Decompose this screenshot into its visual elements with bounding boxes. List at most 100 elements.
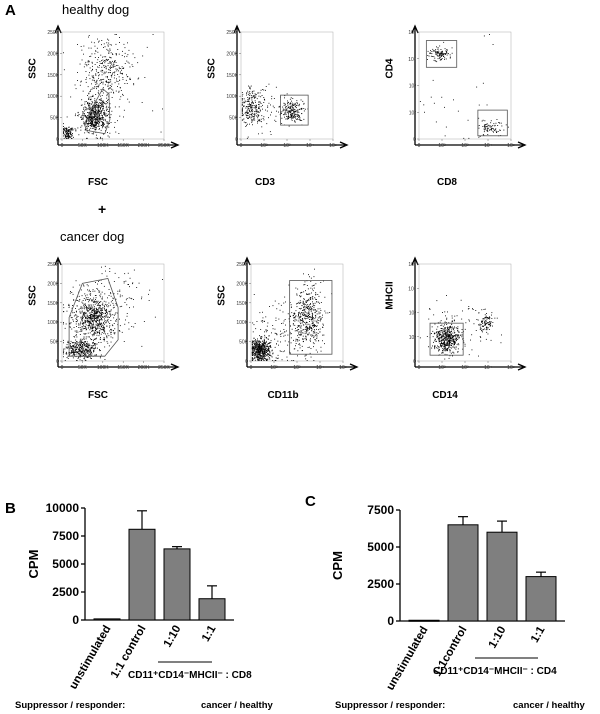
x-tick-label: 10⁴ — [484, 365, 492, 371]
gate — [280, 94, 309, 126]
plot-frame — [61, 263, 165, 362]
category-label: unstimulated — [384, 625, 430, 693]
y-tick-label: 250K — [226, 30, 238, 36]
x-tick-label: 0 — [61, 143, 64, 149]
y-tick-label: 0 — [245, 359, 248, 365]
y-tick-label: 10⁴ — [408, 57, 416, 63]
y-tick-label: 150K — [47, 73, 59, 79]
plot-frame — [240, 31, 334, 140]
y-tick-label: 2500 — [52, 585, 79, 599]
y-tick-label: 50K — [239, 340, 249, 346]
y-tick-label: 50K — [229, 116, 239, 122]
y-tick-label: 0 — [56, 359, 59, 365]
category-label: unstimulated — [67, 624, 113, 692]
flow-plot-c3: 0 10² 10³ 10⁴ 10⁵ 0 10² 10³ 10⁴ 10⁵ — [408, 256, 527, 371]
category-label: 1:1 — [200, 623, 219, 644]
x-tick-label: 10⁴ — [306, 143, 314, 149]
y-axis-label: SSC — [206, 57, 218, 79]
x-tick-label: 10³ — [293, 365, 301, 371]
group-label: CD11⁺CD14⁻MHCII⁻ : CD4 — [433, 666, 557, 677]
x-axis-label: FSC — [88, 390, 108, 401]
y-tick-label: 5000 — [52, 557, 79, 571]
category-label: 1:10 — [162, 624, 184, 650]
x-tick-label: 10² — [438, 365, 446, 371]
category-label: 1:10 — [487, 625, 509, 651]
x-tick-label: 150K — [117, 143, 129, 149]
x-tick-label: 10² — [438, 143, 446, 149]
y-axis-label: CPM — [330, 551, 345, 580]
gate — [429, 322, 464, 356]
x-tick-label: 200K — [138, 143, 150, 149]
y-tick-label: 150K — [47, 301, 59, 307]
x-axis-label: CD11b — [267, 390, 299, 401]
x-tick-label: 150K — [117, 365, 129, 371]
cancer-dog-label: cancer dog — [60, 229, 125, 244]
y-axis-arrow — [243, 256, 251, 266]
x-tick-label: 10⁴ — [484, 143, 492, 149]
bar — [486, 531, 518, 622]
plus-sign: + — [98, 201, 107, 217]
y-axis-arrow — [411, 24, 419, 34]
x-tick-label: 10² — [270, 365, 278, 371]
x-tick-label: 0 — [61, 365, 64, 371]
y-tick-label: 100K — [47, 320, 59, 326]
events-scatter — [419, 295, 502, 360]
y-tick-label: 10⁴ — [408, 286, 416, 292]
bar — [408, 619, 440, 622]
y-axis-label: CD4 — [384, 58, 396, 79]
y-tick-label: 0 — [235, 137, 238, 143]
y-axis-arrow — [233, 24, 241, 34]
y-tick-label: 200K — [226, 51, 238, 57]
y-tick-label: 150K — [226, 73, 238, 79]
x-tick-label: 10⁴ — [316, 365, 324, 371]
flow-plot-h1: 0 50K 100K 150K 200K 250K 0 50K 100K 150K 200K 250K — [47, 24, 180, 149]
x-tick-label: 10⁵ — [507, 143, 515, 149]
x-tick-label: 100K — [97, 143, 109, 149]
x-axis-label: CD3 — [254, 177, 276, 188]
gate — [289, 280, 333, 355]
bar — [93, 618, 121, 621]
y-axis-label: CPM — [26, 550, 41, 579]
y-tick-label: 200K — [236, 281, 248, 287]
footer-b-right: cancer / healthy — [201, 700, 273, 711]
x-axis-label: CD14 — [432, 390, 458, 401]
x-tick-label: 10⁵ — [507, 365, 515, 371]
y-axis-label: SSC — [27, 57, 39, 79]
x-tick-label: 0 — [418, 365, 421, 371]
events-scatter — [419, 34, 509, 139]
x-tick-label: 10⁵ — [329, 143, 337, 149]
bar — [525, 576, 557, 622]
y-tick-label: 10³ — [409, 84, 417, 90]
x-tick-label: 50K — [78, 365, 88, 371]
bar — [128, 528, 156, 621]
y-tick-label: 10² — [409, 110, 417, 116]
events-scatter — [251, 268, 333, 361]
y-tick-label: 100K — [47, 94, 59, 100]
x-tick-label: 250K — [158, 365, 170, 371]
y-tick-label: 250K — [47, 262, 59, 268]
events-scatter — [63, 34, 163, 139]
x-tick-label: 10³ — [461, 365, 469, 371]
footer-c-right: cancer / healthy — [513, 700, 585, 711]
panel-label-c: C — [305, 493, 316, 510]
y-tick-label: 200K — [47, 51, 59, 57]
y-tick-label: 10000 — [46, 501, 80, 515]
x-axis-arrow — [517, 141, 527, 149]
y-tick-label: 50K — [50, 340, 60, 346]
gate — [68, 278, 119, 357]
footer-b-left: Suppressor / responder: — [15, 700, 126, 711]
x-tick-label: 0 — [240, 143, 243, 149]
y-axis-label: SSC — [216, 284, 228, 306]
y-tick-label: 0 — [387, 614, 394, 628]
x-tick-label: 50K — [78, 143, 88, 149]
plot-frame — [418, 31, 512, 140]
healthy-dog-label: healthy dog — [62, 2, 130, 17]
flow-plot-h3: 0 10² 10³ 10⁴ 10⁵ 0 10² 10³ 10⁴ 10⁵ — [408, 24, 527, 149]
y-axis-label: SSC — [27, 284, 39, 306]
x-axis-arrow — [517, 363, 527, 371]
footer-c-left: Suppressor / responder: — [335, 700, 446, 711]
y-tick-label: 0 — [72, 613, 79, 627]
y-tick-label: 200K — [47, 281, 59, 287]
